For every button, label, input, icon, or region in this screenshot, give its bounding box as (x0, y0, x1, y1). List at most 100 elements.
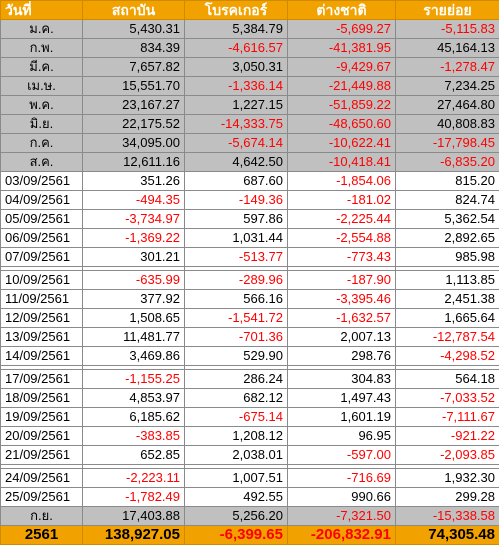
cell-date: 14/09/2561 (1, 347, 83, 366)
cell-foreign: 298.76 (288, 347, 396, 366)
cell-institution: 3,469.86 (83, 347, 185, 366)
cell-retail: 985.98 (396, 248, 499, 267)
cell-broker: -675.14 (185, 408, 288, 427)
header-foreign: ต่างชาติ (288, 1, 396, 20)
cell-broker: 1,227.15 (185, 96, 288, 115)
cell-institution: 351.26 (83, 172, 185, 191)
cell-institution: -3,734.97 (83, 210, 185, 229)
cell-broker: -513.77 (185, 248, 288, 267)
cell-retail: 815.20 (396, 172, 499, 191)
cell-institution: -1,155.25 (83, 370, 185, 389)
cell-foreign: -1,632.57 (288, 309, 396, 328)
cell-institution: -2,223.11 (83, 469, 185, 488)
cell-foreign: 96.95 (288, 427, 396, 446)
cell-broker: 1,208.12 (185, 427, 288, 446)
header-row: วันที่สถาบันโบรคเกอร์ต่างชาติรายย่อย (1, 1, 499, 20)
month-row: ก.ค.34,095.00-5,674.14-10,622.41-17,798.… (1, 134, 499, 153)
cell-broker: 682.12 (185, 389, 288, 408)
cell-retail: 2,892.65 (396, 229, 499, 248)
cell-foreign: 990.66 (288, 488, 396, 507)
cell-institution: -1,782.49 (83, 488, 185, 507)
cell-retail: -17,798.45 (396, 134, 499, 153)
cell-institution: 377.92 (83, 290, 185, 309)
cell-institution: 5,430.31 (83, 20, 185, 39)
cell-date: ก.ค. (1, 134, 83, 153)
cell-foreign: -773.43 (288, 248, 396, 267)
cell-retail: 5,362.54 (396, 210, 499, 229)
cell-institution: 15,551.70 (83, 77, 185, 96)
cell-foreign: -2,554.88 (288, 229, 396, 248)
cell-date: 07/09/2561 (1, 248, 83, 267)
cell-date: 12/09/2561 (1, 309, 83, 328)
cell-broker: 492.55 (185, 488, 288, 507)
cell-institution: 12,611.16 (83, 153, 185, 172)
cell-retail: 27,464.80 (396, 96, 499, 115)
cell-retail: 1,932.30 (396, 469, 499, 488)
cell-broker: 566.16 (185, 290, 288, 309)
header-retail: รายย่อย (396, 1, 499, 20)
cell-foreign: -5,699.27 (288, 20, 396, 39)
cell-foreign: 304.83 (288, 370, 396, 389)
cell-foreign: 1,601.19 (288, 408, 396, 427)
cell-retail: 1,113.85 (396, 271, 499, 290)
cell-date: 25/09/2561 (1, 488, 83, 507)
cell-broker: -5,674.14 (185, 134, 288, 153)
cell-broker: -4,616.57 (185, 39, 288, 58)
cell-broker: 5,256.20 (185, 507, 288, 526)
cell-broker: -701.36 (185, 328, 288, 347)
header-institution: สถาบัน (83, 1, 185, 20)
cell-date: 05/09/2561 (1, 210, 83, 229)
cell-foreign: -21,449.88 (288, 77, 396, 96)
cell-retail: 40,808.83 (396, 115, 499, 134)
cell-date: 03/09/2561 (1, 172, 83, 191)
cell-retail: 824.74 (396, 191, 499, 210)
cell-institution: 138,927.05 (83, 526, 185, 545)
cell-date: ก.ย. (1, 507, 83, 526)
cell-broker: 5,384.79 (185, 20, 288, 39)
cell-date: 06/09/2561 (1, 229, 83, 248)
cell-foreign: -206,832.91 (288, 526, 396, 545)
cell-broker: 687.60 (185, 172, 288, 191)
cell-date: 04/09/2561 (1, 191, 83, 210)
cell-foreign: -41,381.95 (288, 39, 396, 58)
cell-foreign: -597.00 (288, 446, 396, 465)
cell-broker: -1,336.14 (185, 77, 288, 96)
cell-date: 21/09/2561 (1, 446, 83, 465)
cell-retail: -921.22 (396, 427, 499, 446)
cell-institution: -494.35 (83, 191, 185, 210)
cell-foreign: -3,395.46 (288, 290, 396, 309)
cell-institution: 7,657.82 (83, 58, 185, 77)
cell-date: 13/09/2561 (1, 328, 83, 347)
cell-retail: 74,305.48 (396, 526, 499, 545)
cell-foreign: 2,007.13 (288, 328, 396, 347)
cell-foreign: -181.02 (288, 191, 396, 210)
cell-retail: -15,338.58 (396, 507, 499, 526)
cell-foreign: -48,650.60 (288, 115, 396, 134)
cell-foreign: -716.69 (288, 469, 396, 488)
cell-date: ส.ค. (1, 153, 83, 172)
cell-date: 20/09/2561 (1, 427, 83, 446)
cell-institution: 23,167.27 (83, 96, 185, 115)
cell-broker: 1,031.44 (185, 229, 288, 248)
cell-foreign: -2,225.44 (288, 210, 396, 229)
cell-retail: -6,835.20 (396, 153, 499, 172)
cell-institution: -383.85 (83, 427, 185, 446)
cell-institution: -635.99 (83, 271, 185, 290)
